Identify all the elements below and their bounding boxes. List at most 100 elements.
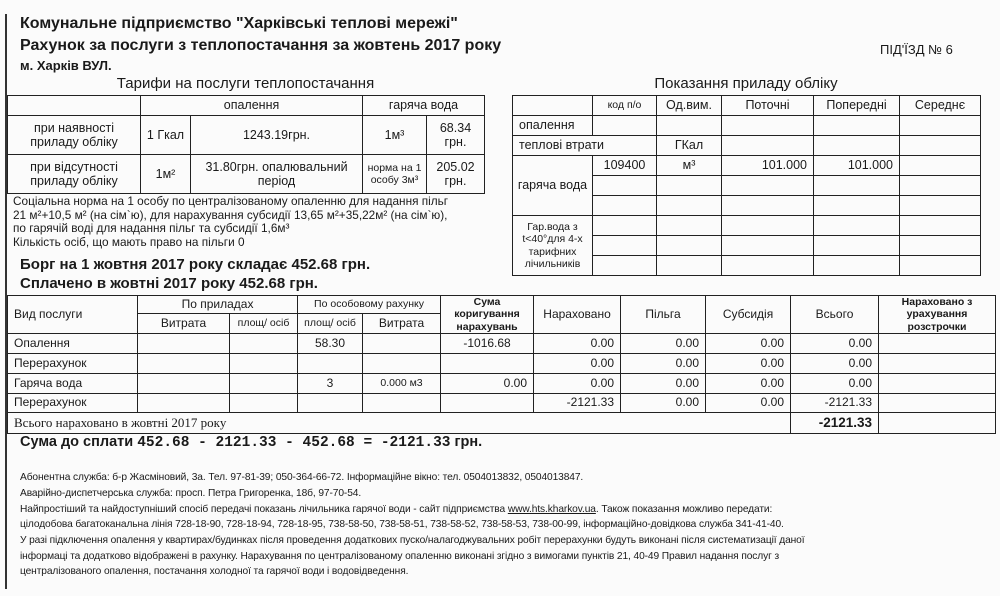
- subsidy: 0.00: [705, 373, 792, 394]
- table-cell: [878, 333, 997, 354]
- entrance-number: ПІД'ЇЗД № 6: [880, 42, 953, 57]
- table-cell: [813, 235, 900, 256]
- table-cell: [592, 115, 657, 136]
- accrued: 0.00: [533, 353, 622, 374]
- table-row: Перерахунок 0.00 0.00 0.00 0.00: [7, 353, 997, 374]
- table-cell: [813, 195, 900, 216]
- col-average: Середнє: [899, 95, 981, 116]
- table-cell: [656, 235, 722, 256]
- website-link[interactable]: www.hts.kharkov.ua: [507, 504, 596, 515]
- service-name: Опалення: [7, 333, 138, 354]
- table-cell: [440, 393, 535, 413]
- social-norm-notes: Соціальна норма на 1 особу по централізо…: [13, 194, 449, 249]
- personal-area: 3: [297, 373, 364, 394]
- benefit: 0.00: [620, 373, 707, 394]
- heat-unit: 1 Гкал: [140, 115, 191, 155]
- accrued: 0.00: [533, 373, 622, 394]
- table-cell: [656, 215, 722, 236]
- col-personal-consumption: Витрата: [362, 313, 442, 334]
- note-line: Соціальна норма на 1 особу по централізо…: [13, 194, 449, 208]
- footer-line: У разі підключення опалення у квартирах/…: [20, 535, 805, 546]
- col-accrued: Нараховано: [533, 295, 622, 334]
- note-line: Кількість осіб, що мають право на пільги…: [13, 234, 245, 249]
- table-cell: [592, 235, 657, 256]
- table-cell: [721, 215, 814, 236]
- subsidy: 0.00: [705, 353, 792, 374]
- tariffs-table: опалення гаряча вода при наявності прилад…: [7, 95, 485, 194]
- col-current: Поточні: [721, 95, 814, 116]
- table-row: Перерахунок -2121.33 0.00 0.00 -2121.33: [7, 393, 997, 413]
- table-row: Опалення 58.30 -1016.68 0.00 0.00 0.00 0.00: [7, 333, 997, 354]
- table-cell: [656, 195, 722, 216]
- table-cell: [899, 175, 981, 196]
- table-cell: [362, 393, 442, 413]
- debt-line: Борг на 1 жовтня 2017 року складає 452.6…: [20, 256, 371, 273]
- amount-due-currency: грн.: [454, 434, 483, 450]
- col-total: Всього: [790, 295, 880, 334]
- row-label: при наявності приладу обліку: [7, 115, 141, 155]
- footer-line: Абонентна служба: б-р Жасміновий, 3а. Те…: [20, 472, 584, 483]
- table-cell: [656, 115, 722, 136]
- total-row: Всього нараховано в жовтні 2017 року -212…: [6, 412, 997, 434]
- heat-price: 1243.19грн.: [190, 115, 363, 155]
- table-cell: [137, 373, 230, 394]
- col-unit: Од.вим.: [656, 95, 722, 116]
- footer-line: централізованого опалення, постачання хо…: [20, 566, 409, 577]
- service-name: Гаряча вода: [7, 373, 138, 394]
- heat-loss-unit: ГКал: [656, 135, 722, 156]
- table-cell: [721, 255, 814, 276]
- total: 0.00: [790, 373, 880, 394]
- benefit: 0.00: [620, 353, 707, 374]
- col-personal-account: По особовому рахунку: [297, 295, 442, 314]
- left-border-line: [5, 14, 7, 589]
- note-line: по гарячій воді для надання пільг та суб…: [13, 221, 290, 235]
- col-meter-area: площ/ осіб: [228, 313, 299, 334]
- table-cell: [137, 353, 230, 374]
- table-cell: [592, 175, 657, 196]
- total: 0.00: [790, 333, 880, 354]
- amount-due-formula: 452.68 - 2121.33 - 452.68 = -2121.33: [137, 435, 451, 451]
- hot-water-header: гаряча вода: [362, 95, 485, 116]
- accrued: -2121.33: [533, 393, 622, 413]
- table-cell: [813, 215, 900, 236]
- personal-consumption: 0.000 м3: [362, 373, 442, 394]
- col-code: код п/о: [592, 95, 657, 116]
- charges-table: Вид послуги По приладах По особовому рах…: [6, 295, 997, 434]
- low-temp-water-label: Гар.вода з t<40°для 4-х тарифних лічильн…: [512, 215, 593, 276]
- table-cell: [137, 393, 230, 413]
- table-cell: [878, 353, 997, 374]
- table-row: Гаряча вода 3 0.000 м3 0.00 0.00 0.00 0.00 0.00: [7, 373, 997, 394]
- col-by-meter: По приладах: [136, 295, 299, 314]
- amount-due-label: Сума до сплати: [20, 434, 134, 450]
- table-cell: [899, 235, 981, 256]
- paid-line: Сплачено в жовтні 2017 року 452.68 грн.: [20, 275, 318, 292]
- bill-title: Рахунок за послуги з теплопостачання за …: [20, 37, 502, 54]
- footer-line: цілодобова багатоканальна лінія 728-18-9…: [20, 519, 784, 530]
- col-subsidy: Субсидія: [705, 295, 792, 334]
- table-cell: [297, 393, 364, 413]
- footer-line: Найпростіший та найдоступніший спосіб пе…: [20, 504, 772, 515]
- table-cell: [362, 353, 442, 374]
- table-cell: [899, 135, 981, 156]
- previous-reading: 101.000: [813, 155, 900, 176]
- benefit: 0.00: [620, 333, 707, 354]
- heat-unit: 1м²: [140, 154, 191, 194]
- table-cell: [878, 373, 997, 394]
- company-name: Комунальне підприємство "Харківські тепл…: [20, 15, 458, 32]
- text: . Також показання можливо передати:: [595, 504, 773, 515]
- text: Найпростіший та найдоступніший спосіб пе…: [20, 504, 508, 515]
- table-cell: [656, 175, 722, 196]
- table-cell: [228, 373, 299, 394]
- table-cell: [137, 333, 230, 354]
- heat-price: 31.80грн. опалювальний період: [190, 154, 363, 194]
- current-reading: 101.000: [721, 155, 814, 176]
- amount-due: Сума до сплати 452.68 - 2121.33 - 452.68…: [20, 434, 482, 451]
- table-cell: [813, 115, 900, 136]
- table-cell: [721, 175, 814, 196]
- table-cell: [878, 412, 997, 434]
- address: м. Харків ВУЛ.: [20, 58, 112, 73]
- personal-area: 58.30: [297, 333, 364, 354]
- col-meter-consumption: Витрата: [137, 313, 230, 334]
- service-name: Перерахунок: [7, 393, 138, 413]
- table-cell: [813, 175, 900, 196]
